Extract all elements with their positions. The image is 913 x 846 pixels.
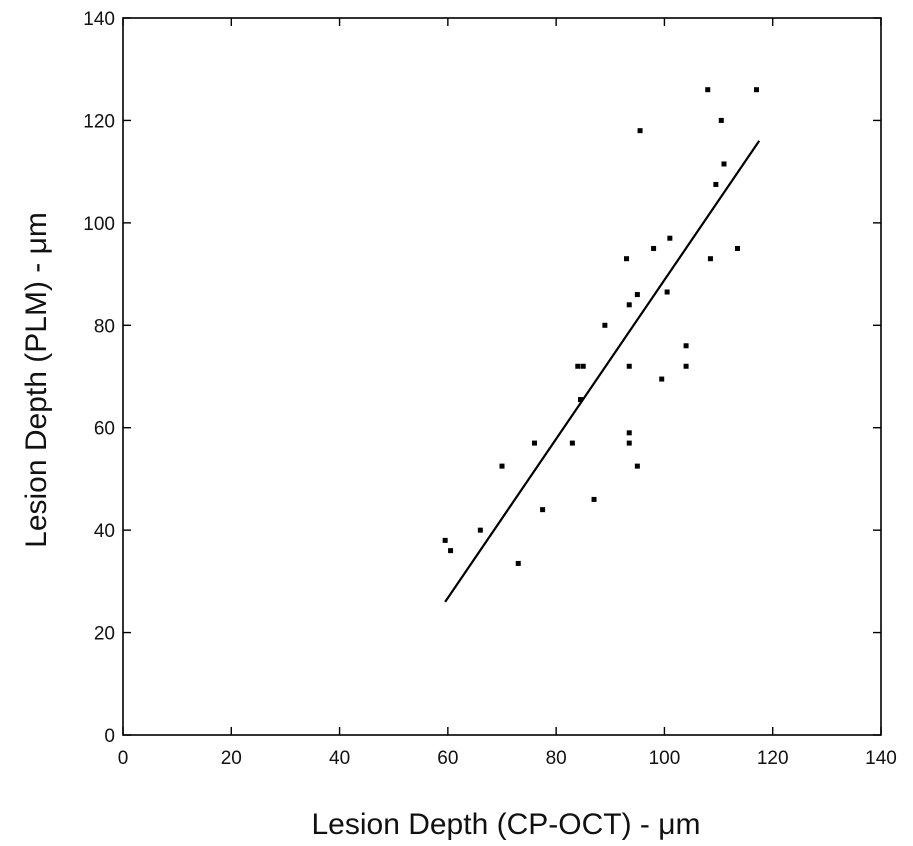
data-point: [735, 245, 741, 251]
x-tick-label: 40: [329, 748, 350, 769]
data-point: [477, 527, 483, 533]
data-point: [683, 363, 689, 369]
y-tick-label: 120: [83, 111, 115, 132]
y-axis-title: Lesion Depth (PLM) - μm: [20, 212, 53, 548]
x-tick-label: 80: [546, 748, 567, 769]
y-tick-label: 60: [94, 419, 115, 440]
data-point: [515, 560, 521, 566]
data-point: [540, 507, 546, 513]
data-point: [637, 128, 643, 134]
x-tick-label: 120: [757, 748, 789, 769]
data-point: [713, 181, 719, 187]
x-tick-label: 140: [865, 748, 897, 769]
data-point: [651, 245, 657, 251]
data-point: [499, 463, 505, 469]
data-point: [705, 87, 711, 93]
data-points: [442, 87, 759, 566]
data-point: [602, 322, 608, 328]
y-tick-label: 20: [94, 624, 115, 645]
data-point: [707, 256, 713, 262]
data-point: [578, 397, 584, 403]
data-point: [531, 440, 537, 446]
x-tick-labels: 0 20 40 60 80 100 120 140: [118, 748, 897, 769]
data-point: [626, 440, 632, 446]
data-point: [683, 343, 689, 349]
y-tick-label: 80: [94, 316, 115, 337]
y-tick-label: 40: [94, 521, 115, 542]
data-point: [664, 289, 670, 295]
data-point: [626, 430, 632, 436]
data-point: [448, 548, 454, 554]
data-point: [634, 292, 640, 298]
y-tick-labels: 0 20 40 60 80 100 120 140: [83, 9, 115, 747]
plot-frame: [122, 17, 882, 736]
data-point: [753, 87, 759, 93]
data-point: [569, 440, 575, 446]
axis-ticks: [122, 17, 882, 736]
data-point: [718, 117, 724, 123]
data-point: [442, 537, 448, 543]
x-tick-label: 60: [437, 748, 458, 769]
data-point: [624, 256, 630, 262]
data-point: [721, 161, 727, 167]
regression-line: [444, 140, 761, 603]
y-tick-label: 0: [104, 726, 115, 747]
y-tick-label: 140: [83, 9, 115, 30]
data-point: [575, 363, 581, 369]
x-axis-title: Lesion Depth (CP-OCT) - μm: [311, 808, 700, 841]
x-tick-label: 0: [118, 748, 129, 769]
data-point: [659, 376, 665, 382]
data-point: [580, 363, 586, 369]
data-point: [626, 363, 632, 369]
x-tick-label: 20: [221, 748, 242, 769]
data-point: [634, 463, 640, 469]
data-point: [591, 496, 597, 502]
y-tick-label: 100: [83, 214, 115, 235]
data-point: [626, 302, 632, 308]
data-point: [667, 235, 673, 241]
x-tick-label: 100: [649, 748, 681, 769]
